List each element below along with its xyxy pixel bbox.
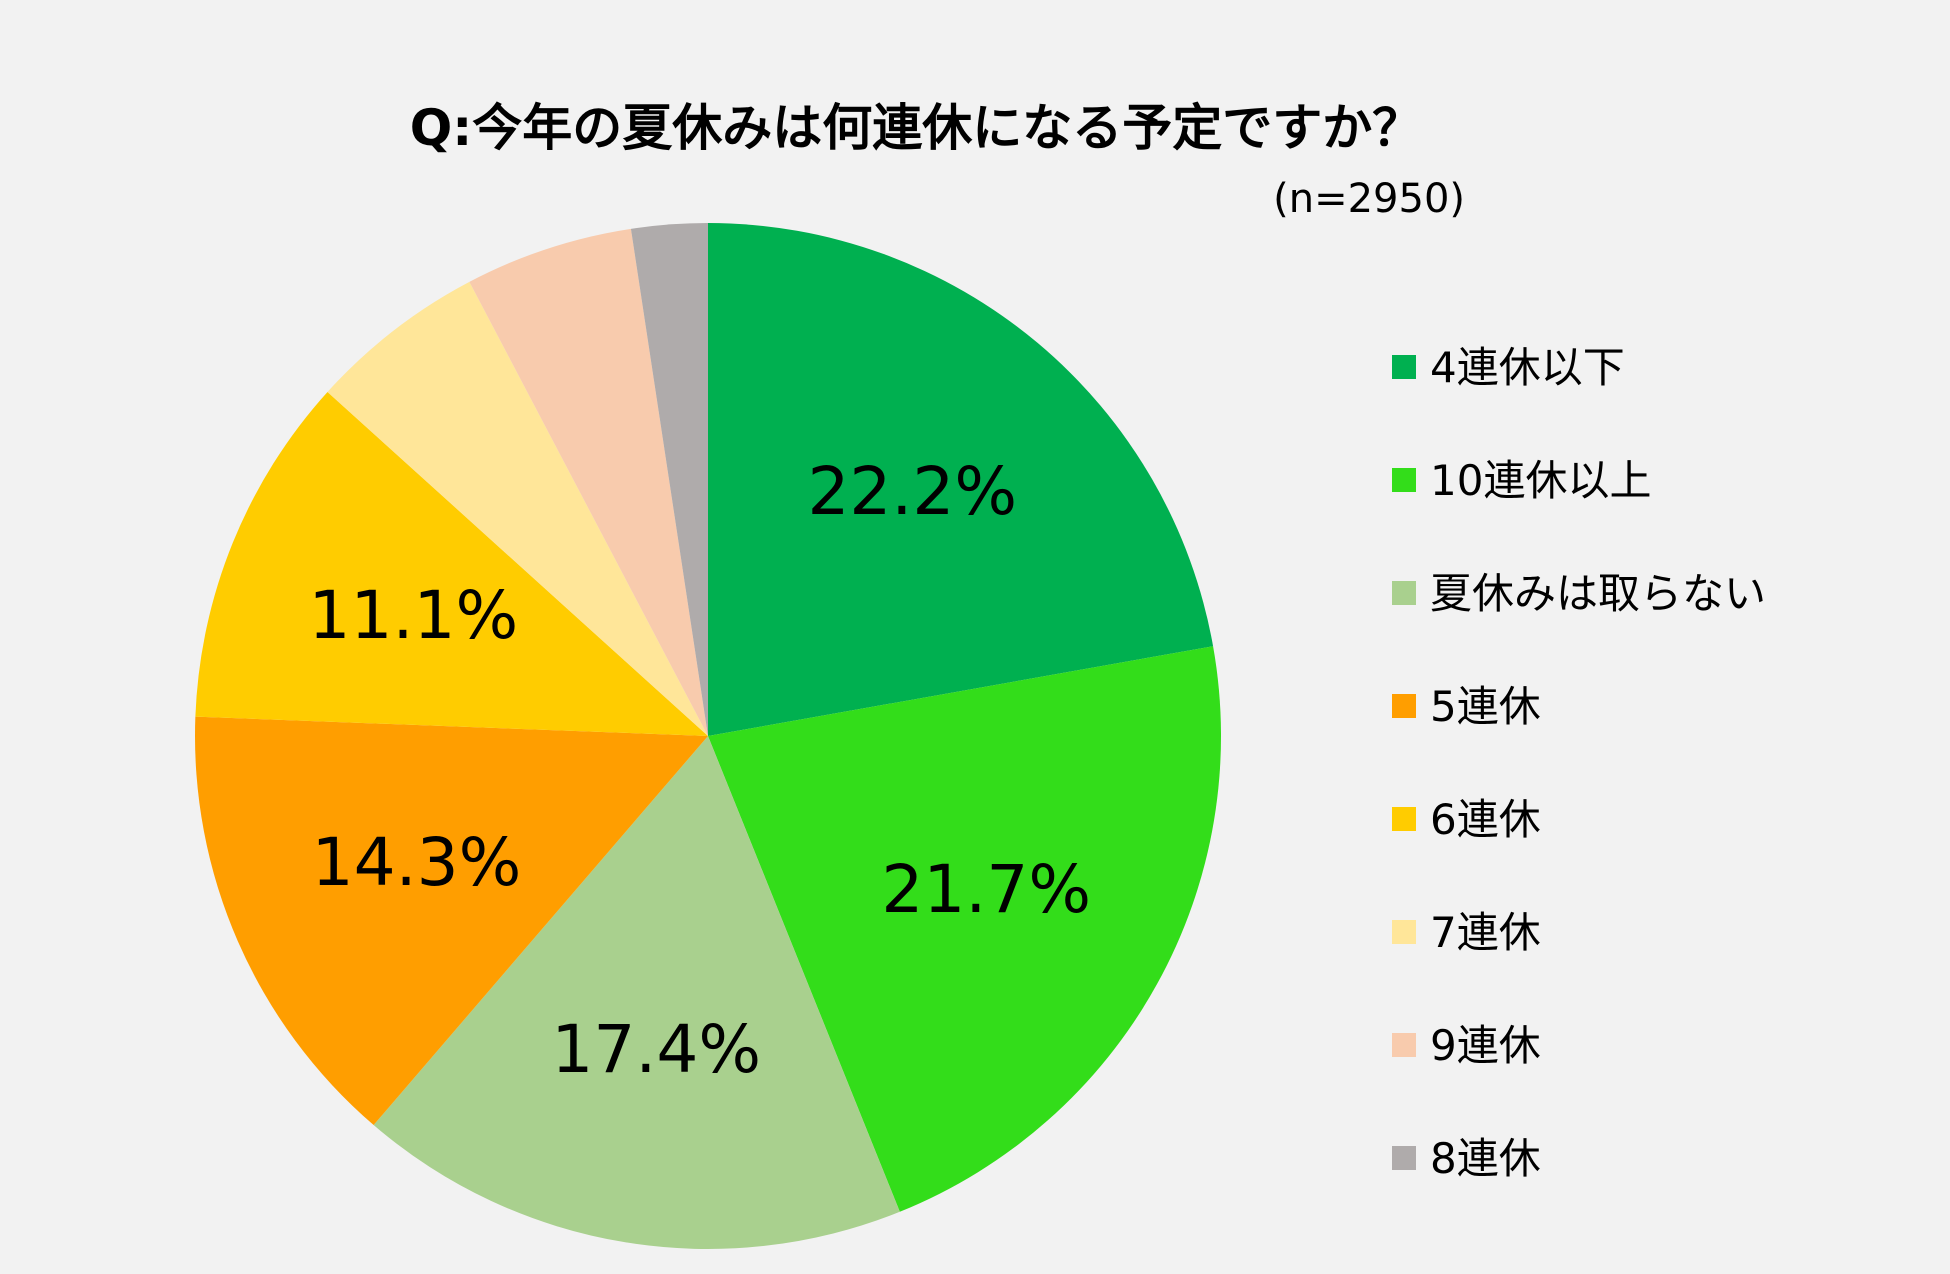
legend-label: 夏休みは取らない bbox=[1430, 569, 1766, 618]
legend-swatch bbox=[1392, 468, 1416, 492]
pie-slice-8 bbox=[630, 223, 708, 736]
pie-slice-labels: 22.2% 21.7% 17.4% 14.3% 11.1% bbox=[309, 453, 1092, 1088]
pie-slice-7 bbox=[469, 228, 708, 736]
data-label-slice-2: 21.7% bbox=[881, 851, 1091, 928]
pie-slice-4 bbox=[195, 716, 708, 1126]
legend-item-3: 夏休みは取らない bbox=[1392, 569, 1766, 618]
legend-label: 10連休以上 bbox=[1430, 456, 1651, 505]
data-label-slice-3: 17.4% bbox=[551, 1011, 761, 1088]
legend-item-8: 8連休 bbox=[1392, 1134, 1541, 1183]
legend-label: 6連休 bbox=[1430, 795, 1541, 844]
pie-slice-5 bbox=[195, 391, 708, 736]
pie-slices bbox=[195, 223, 1221, 1249]
legend-label: 8連休 bbox=[1430, 1134, 1541, 1183]
legend-label: 5連休 bbox=[1430, 682, 1541, 731]
legend-item-1: 4連休以下 bbox=[1392, 343, 1625, 392]
legend-item-4: 5連休 bbox=[1392, 682, 1541, 731]
legend-label: 7連休 bbox=[1430, 908, 1541, 957]
data-label-slice-1: 22.2% bbox=[807, 453, 1017, 530]
legend-item-6: 7連休 bbox=[1392, 908, 1541, 957]
data-label-slice-5: 11.1% bbox=[309, 577, 519, 654]
pie-slice-6 bbox=[327, 281, 708, 736]
legend-item-2: 10連休以上 bbox=[1392, 456, 1651, 505]
legend-swatch bbox=[1392, 355, 1416, 379]
legend-swatch bbox=[1392, 807, 1416, 831]
legend-label: 9連休 bbox=[1430, 1021, 1541, 1070]
legend-label: 4連休以下 bbox=[1430, 343, 1625, 392]
legend-swatch bbox=[1392, 694, 1416, 718]
data-label-slice-4: 14.3% bbox=[312, 824, 522, 901]
legend-item-7: 9連休 bbox=[1392, 1021, 1541, 1070]
chart-title: Q:今年の夏休みは何連休になる予定ですか？ bbox=[410, 99, 1423, 157]
pie-slice-1 bbox=[708, 223, 1214, 736]
pie-slice-3 bbox=[373, 736, 900, 1249]
legend-item-5: 6連休 bbox=[1392, 795, 1541, 844]
legend-swatch bbox=[1392, 581, 1416, 605]
legend-swatch bbox=[1392, 920, 1416, 944]
sample-size-note: (n=2950) bbox=[1273, 176, 1465, 222]
legend-swatch bbox=[1392, 1146, 1416, 1170]
pie-slice-2 bbox=[708, 646, 1221, 1212]
legend-swatch bbox=[1392, 1033, 1416, 1057]
